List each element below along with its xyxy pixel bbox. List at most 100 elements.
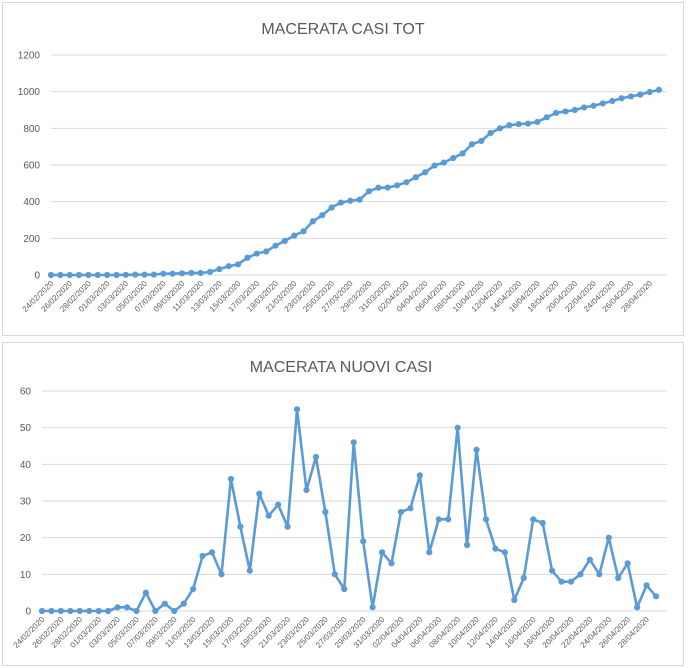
data-point[interactable]: [627, 93, 635, 100]
data-point[interactable]: [473, 446, 480, 453]
data-point[interactable]: [169, 270, 176, 277]
data-point[interactable]: [341, 585, 348, 593]
data-point[interactable]: [615, 574, 622, 582]
data-point[interactable]: [86, 607, 93, 615]
data-point[interactable]: [206, 268, 214, 275]
data-point[interactable]: [637, 91, 644, 98]
chart-casi-tot[interactable]: MACERATA CASI TOT 0 200 400 600 800 1000 1200 …: [2, 2, 684, 336]
data-point[interactable]: [492, 545, 499, 552]
data-point[interactable]: [123, 604, 131, 611]
data-point[interactable]: [275, 501, 282, 508]
data-point[interactable]: [67, 607, 74, 615]
data-point[interactable]: [511, 596, 518, 604]
data-point[interactable]: [95, 607, 102, 615]
data-point[interactable]: [113, 271, 120, 279]
data-point[interactable]: [331, 571, 338, 578]
data-point[interactable]: [459, 150, 466, 157]
data-point[interactable]: [350, 439, 357, 446]
data-point[interactable]: [225, 263, 232, 270]
data-point[interactable]: [553, 109, 560, 117]
data-point[interactable]: [281, 237, 288, 244]
data-point[interactable]: [57, 271, 64, 279]
data-point[interactable]: [76, 607, 83, 615]
data-point[interactable]: [375, 184, 382, 191]
data-point[interactable]: [445, 516, 452, 523]
data-point[interactable]: [605, 534, 612, 541]
data-point[interactable]: [188, 269, 195, 277]
data-point[interactable]: [57, 607, 64, 615]
data-point[interactable]: [160, 270, 167, 277]
data-point[interactable]: [66, 271, 73, 279]
data-point[interactable]: [309, 218, 317, 225]
data-point[interactable]: [234, 261, 242, 268]
data-point[interactable]: [412, 174, 419, 181]
data-point[interactable]: [328, 204, 335, 211]
data-point[interactable]: [337, 199, 345, 206]
data-point[interactable]: [265, 512, 272, 519]
data-point[interactable]: [482, 516, 490, 523]
data-point[interactable]: [105, 607, 112, 615]
data-point[interactable]: [586, 556, 593, 563]
data-point[interactable]: [197, 269, 204, 277]
data-point[interactable]: [478, 137, 485, 145]
data-point[interactable]: [161, 600, 168, 607]
data-point[interactable]: [244, 254, 251, 261]
data-point[interactable]: [133, 607, 140, 615]
data-point[interactable]: [501, 549, 508, 556]
data-point[interactable]: [142, 589, 150, 596]
data-point[interactable]: [431, 162, 438, 169]
data-point[interactable]: [596, 571, 603, 578]
data-point[interactable]: [199, 552, 206, 560]
data-point[interactable]: [378, 549, 386, 556]
data-point[interactable]: [416, 472, 423, 479]
data-point[interactable]: [558, 578, 565, 585]
data-point[interactable]: [450, 154, 457, 162]
data-point[interactable]: [312, 453, 320, 461]
data-point[interactable]: [47, 271, 55, 279]
data-point[interactable]: [365, 188, 373, 195]
data-point[interactable]: [548, 567, 556, 574]
data-point[interactable]: [577, 571, 584, 578]
data-point[interactable]: [256, 490, 263, 497]
data-point[interactable]: [590, 102, 597, 109]
data-point[interactable]: [581, 104, 588, 111]
data-point[interactable]: [567, 578, 575, 585]
data-point[interactable]: [263, 248, 270, 255]
data-point[interactable]: [122, 271, 129, 278]
data-point[interactable]: [48, 607, 55, 615]
data-point[interactable]: [407, 505, 414, 512]
data-point[interactable]: [114, 604, 121, 611]
data-point[interactable]: [524, 120, 532, 127]
data-point[interactable]: [435, 516, 442, 523]
data-point[interactable]: [300, 228, 307, 235]
data-point[interactable]: [530, 516, 537, 523]
data-point[interactable]: [253, 250, 260, 257]
data-point[interactable]: [440, 159, 447, 166]
data-point[interactable]: [646, 88, 653, 96]
data-point[interactable]: [618, 95, 625, 102]
data-point[interactable]: [85, 271, 92, 279]
data-point[interactable]: [539, 519, 546, 527]
chart-nuovi-casi[interactable]: MACERATA NUOVI CASI 0 10 20 30 40 50 60 24/02/…: [2, 342, 684, 666]
data-point[interactable]: [520, 574, 527, 582]
data-point[interactable]: [360, 538, 367, 545]
data-point[interactable]: [571, 106, 578, 114]
data-point[interactable]: [426, 549, 433, 556]
data-point[interactable]: [624, 560, 631, 567]
data-point[interactable]: [190, 585, 197, 593]
data-point[interactable]: [150, 271, 157, 278]
data-point[interactable]: [94, 271, 101, 279]
data-point[interactable]: [562, 108, 569, 115]
data-point[interactable]: [272, 242, 279, 249]
data-point[interactable]: [303, 486, 310, 494]
data-point[interactable]: [152, 607, 159, 615]
data-point[interactable]: [393, 182, 401, 189]
data-point[interactable]: [356, 196, 363, 203]
data-point[interactable]: [319, 212, 326, 219]
data-point[interactable]: [141, 271, 148, 278]
data-point[interactable]: [104, 271, 111, 279]
data-point[interactable]: [384, 184, 391, 191]
data-point[interactable]: [655, 86, 663, 93]
data-point[interactable]: [487, 129, 494, 137]
data-point[interactable]: [218, 571, 225, 578]
